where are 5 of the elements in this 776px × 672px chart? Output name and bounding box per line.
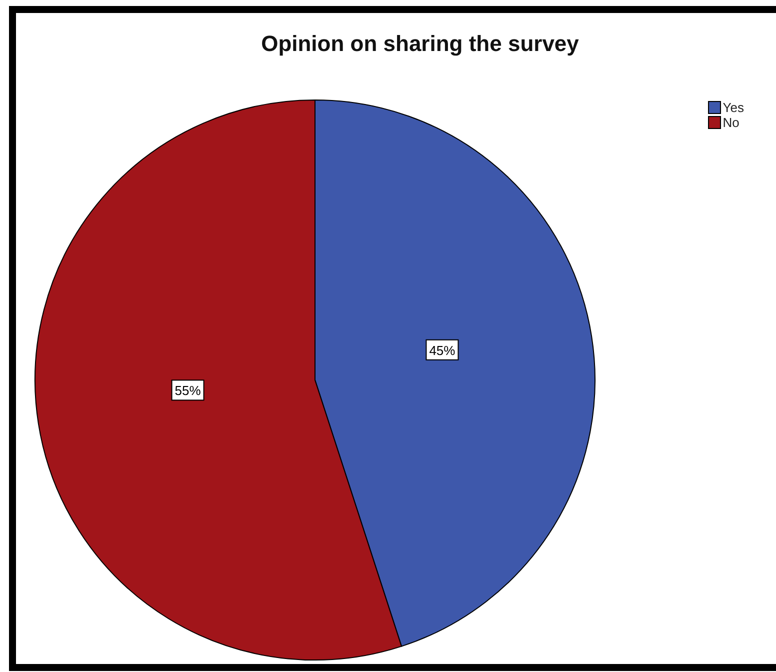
- legend-label: No: [722, 115, 740, 130]
- legend-label: Yes: [722, 100, 744, 115]
- data-label: 55%: [174, 383, 202, 398]
- data-label: 45%: [429, 342, 456, 358]
- chart-title: Opinion on sharing the survey: [260, 31, 580, 57]
